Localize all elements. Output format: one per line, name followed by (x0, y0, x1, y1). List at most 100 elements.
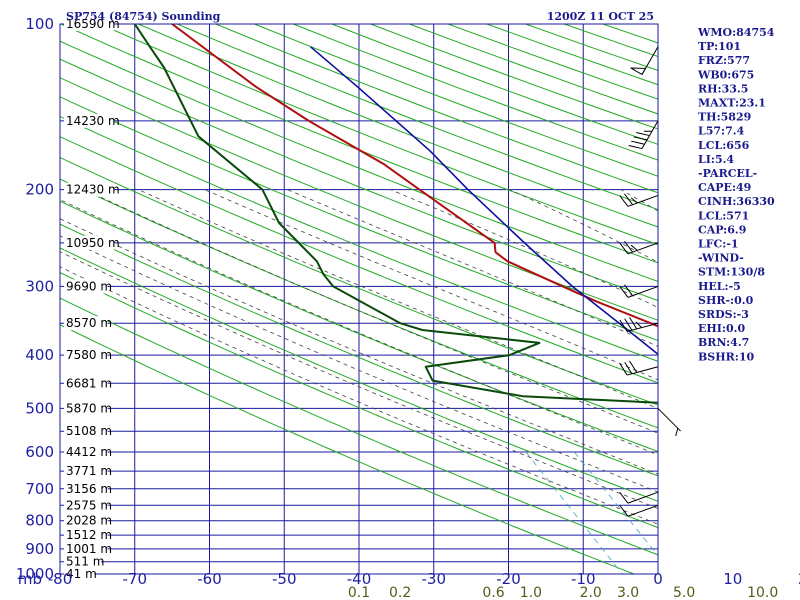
mixing-ratio-tick-label: 10.0 (747, 585, 778, 600)
pressure-ticks: 100 200 300 400 500 600 700 800 900 1000 (16, 15, 54, 583)
temperature-tick-label: -50 (272, 570, 297, 588)
sounding-index-item: WB0:675 (697, 68, 754, 81)
height-label-background (64, 113, 115, 128)
height-label-background (64, 513, 108, 528)
temperature-profile-line (171, 24, 658, 328)
sounding-index-item: LI:5.4 (698, 153, 734, 166)
dry-adiabat-line (60, 200, 658, 453)
pressure-tick-label: 600 (25, 443, 54, 461)
temperature-tick-label: -10 (571, 570, 596, 588)
moist-adiabat-line (60, 266, 658, 525)
wind-barb (619, 360, 659, 376)
height-label-background (64, 17, 115, 31)
pressure-tick-label: 700 (25, 480, 54, 498)
mixing-ratio-tick-label: 0.2 (389, 585, 411, 600)
sounding-index-item: FRZ:577 (698, 54, 750, 67)
plot-frame (59, 23, 659, 575)
y-axis-unit-label: mb (18, 570, 42, 588)
moist-adiabat-line (60, 199, 658, 456)
temperature-tick-label: -60 (197, 570, 222, 588)
temperature-tick-label: 0 (653, 570, 663, 588)
wind-barb (630, 46, 659, 76)
wind-barb (619, 193, 659, 207)
parcel-profile-line (310, 46, 658, 356)
pressure-tick-label: 800 (25, 512, 54, 530)
dry-adiabat-line (60, 115, 658, 362)
dry-adiabat-line (60, 156, 658, 406)
sounding-index-item: CAP:6.9 (698, 223, 746, 236)
temperature-tick-label: 20 (798, 570, 800, 588)
dry-adiabat-line (60, 247, 658, 502)
sounding-index-item: L57:7.4 (698, 125, 745, 138)
height-label: 8570 m (66, 316, 112, 330)
sounding-index-item: LCL:571 (698, 209, 749, 222)
pressure-tick-label: 100 (25, 15, 54, 33)
sounding-index-item: EHI:0.0 (698, 322, 745, 335)
height-labels: 16590 m 14230 m 12430 m 10950 m 9690 m 8570 m… (64, 17, 120, 581)
mixing-ratio-ticks: 0.10.20.61.02.03.05.010.020.040 g/kg (348, 585, 778, 600)
height-label-background (64, 444, 108, 459)
pressure-tick-label: 400 (25, 346, 54, 364)
height-label-background (64, 424, 108, 439)
height-label: 10950 m (66, 236, 120, 250)
height-label: 6681 m (66, 376, 112, 390)
wind-barb (628, 120, 659, 150)
chart-series (133, 24, 658, 404)
pressure-tick-label: 500 (25, 399, 54, 417)
dry-adiabat-line (60, 24, 658, 264)
height-label-background (64, 481, 108, 496)
dry-adiabat-line (60, 324, 635, 574)
temperature-tick-label: -20 (496, 570, 521, 588)
sounding-index-item: MAXT:23.1 (698, 97, 766, 110)
mixing-ratio-tick-label: 3.0 (617, 585, 639, 600)
temperature-tick-label: 10 (723, 570, 742, 588)
sounding-index-item: HEL:-5 (698, 280, 741, 293)
mixing-ratio-tick-label: 1.0 (520, 585, 542, 600)
height-label: 1512 m (66, 528, 112, 542)
sounding-index-item: BSHR:10 (698, 350, 754, 363)
pressure-tick-label: 1000 (16, 565, 54, 583)
sounding-index-item: TP:101 (698, 40, 741, 53)
chart-title: SP754 (84754) Sounding (66, 10, 221, 23)
sounding-index-item: SHR-:0.0 (698, 294, 754, 307)
mixing-ratio-tick-label: 0.1 (348, 585, 370, 600)
temperature-tick-label: -70 (123, 570, 148, 588)
sounding-index-item: SRDS:-3 (698, 308, 749, 321)
sounding-index-item: BRN:4.7 (698, 336, 749, 349)
height-label: 2575 m (66, 498, 112, 512)
sounding-index-item: STM:130/8 (698, 266, 765, 279)
height-label: 2028 m (66, 514, 112, 528)
mixing-ratio-tick-label: 0.6 (482, 585, 504, 600)
height-label: 3156 m (66, 482, 112, 496)
moist-adiabat-line (138, 189, 658, 409)
dry-adiabat-line (60, 58, 658, 302)
height-label-background (64, 376, 108, 391)
height-label-background (64, 541, 108, 556)
dry-adiabat-line (60, 136, 658, 384)
height-label-background (64, 182, 115, 197)
height-label-background (64, 528, 108, 543)
mixing-ratio-line (573, 451, 658, 557)
dry-adiabat-line (60, 96, 658, 342)
sounding-index-item: -PARCEL- (698, 167, 757, 180)
moist-adiabat-line (287, 189, 658, 347)
mixing-ratio-tick-label: 2.0 (580, 585, 602, 600)
chart-grid (60, 24, 658, 574)
wind-barb (619, 504, 659, 517)
wind-barbs (619, 46, 681, 517)
wind-barb (619, 491, 659, 504)
dewpoint-profile-line (133, 24, 658, 404)
sounding-index-item: CINH:36330 (698, 195, 775, 208)
temperature-tick-label: -30 (422, 570, 447, 588)
mixing-ratio-tick-label: 5.0 (673, 585, 695, 600)
temperature-tick-label: -40 (347, 570, 372, 588)
sounding-index-item: -WIND- (698, 252, 744, 265)
height-label: 16590 m (66, 17, 120, 31)
pressure-tick-label: 900 (25, 540, 54, 558)
height-label: 4412 m (66, 445, 112, 459)
height-label: 14230 m (66, 114, 120, 128)
temperature-tick-label: -80 (48, 570, 73, 588)
